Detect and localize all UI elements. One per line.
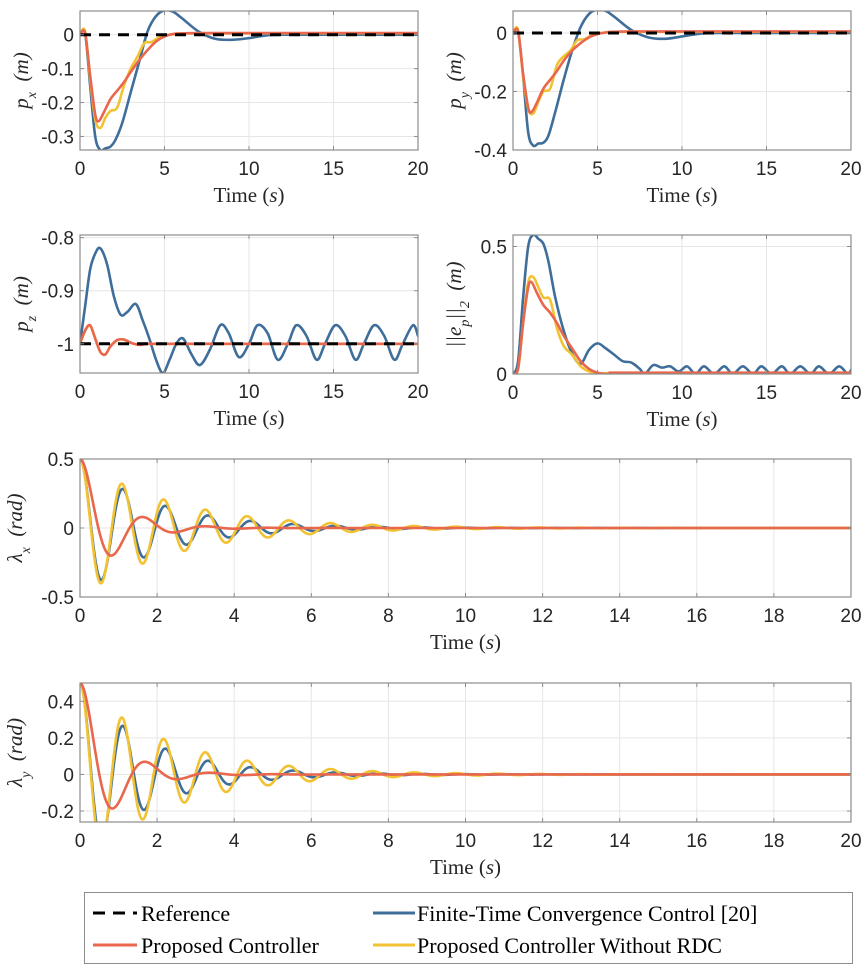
x-axis-label: Time (s)	[213, 183, 284, 207]
y-tick-label: 0	[63, 519, 74, 540]
x-tick-label: 20	[840, 831, 861, 852]
x-tick-label: 10	[455, 831, 476, 852]
series-line-proposed	[80, 459, 851, 557]
x-tick-label: 0	[75, 382, 86, 403]
x-tick-label: 0	[508, 159, 519, 180]
y-tick-label: 0	[63, 26, 74, 47]
subplot-ep: 0 5 10 15 20 0 0.5 Time (s) ||ep||2 (m)	[442, 234, 862, 431]
y-tick-label: 0	[496, 24, 507, 45]
x-tick-label: 0	[75, 606, 86, 627]
x-tick-label: 8	[383, 831, 394, 852]
series-group	[80, 683, 851, 822]
x-tick-label: 14	[609, 831, 631, 852]
legend-label-reference: Reference	[141, 901, 230, 926]
y-axis-label: pz (m)	[9, 276, 40, 334]
y-axis-label: ||ep||2 (m)	[442, 261, 473, 347]
y-tick-label: -0.8	[41, 229, 74, 250]
x-tick-label: 2	[152, 831, 163, 852]
y-tick-label: -0.2	[41, 94, 74, 115]
y-tick-label: -0.4	[474, 141, 507, 162]
x-tick-label: 15	[323, 382, 344, 403]
series-line-ftcc	[513, 235, 851, 374]
y-tick-label: -0.9	[41, 282, 74, 303]
y-axis-label: px (m)	[9, 52, 40, 110]
x-tick-label: 14	[609, 606, 631, 627]
x-tick-label: 10	[238, 159, 259, 180]
series-line-ftcc	[513, 11, 851, 148]
x-tick-label: 4	[229, 606, 240, 627]
x-tick-label: 10	[238, 382, 259, 403]
x-axis-label: Time (s)	[430, 855, 501, 879]
x-tick-label: 12	[532, 606, 553, 627]
x-tick-label: 20	[840, 159, 861, 180]
x-tick-label: 20	[407, 382, 428, 403]
x-tick-label: 20	[407, 159, 428, 180]
x-tick-label: 16	[686, 606, 707, 627]
y-tick-label: -0.2	[41, 802, 74, 823]
x-tick-label: 2	[152, 606, 163, 627]
legend-label-proposed: Proposed Controller	[141, 933, 319, 958]
y-axis-label: λx (rad)	[3, 494, 34, 564]
y-tick-label: 0.4	[48, 692, 75, 713]
y-tick-label: -0.5	[41, 588, 74, 609]
series-line-proposed	[80, 683, 851, 810]
x-tick-label: 18	[763, 831, 784, 852]
series-line-proposed	[513, 27, 851, 114]
x-tick-label: 20	[840, 606, 861, 627]
y-tick-label: 0	[496, 365, 507, 386]
series-group	[513, 11, 851, 148]
x-tick-label: 16	[686, 831, 707, 852]
x-tick-label: 5	[592, 383, 603, 404]
x-tick-label: 5	[159, 382, 170, 403]
x-tick-label: 12	[532, 831, 553, 852]
y-axis-label: py (m)	[442, 52, 473, 110]
x-tick-label: 5	[159, 159, 170, 180]
legend-label-ftcc: Finite-Time Convergence Control [20]	[417, 901, 757, 926]
x-tick-label: 18	[763, 606, 784, 627]
x-tick-label: 10	[455, 606, 476, 627]
x-tick-label: 15	[323, 159, 344, 180]
x-tick-label: 0	[508, 383, 519, 404]
x-tick-label: 6	[306, 606, 317, 627]
series-group	[80, 246, 418, 373]
y-tick-label: 0.5	[481, 237, 507, 258]
x-tick-label: 5	[592, 159, 603, 180]
series-line-ftcc	[80, 246, 418, 373]
legend-label-without-rdc: Proposed Controller Without RDC	[417, 933, 722, 958]
y-axis-label: λy (rad)	[3, 718, 34, 788]
y-tick-label: 0.2	[48, 729, 74, 750]
series-group	[80, 459, 851, 585]
x-axis-label: Time (s)	[646, 183, 717, 207]
x-tick-label: 10	[671, 383, 692, 404]
subplot-px: 0 5 10 15 20 0 -0.1 -0.2 -0.3 Time (s) px (m)	[9, 10, 429, 207]
y-tick-label: -0.1	[41, 60, 74, 81]
y-tick-label: -0.3	[41, 127, 74, 148]
x-tick-label: 0	[75, 159, 86, 180]
x-tick-label: 0	[75, 831, 86, 852]
series-line-proposed	[80, 29, 418, 123]
y-tick-label: -1	[57, 335, 74, 356]
y-tick-label: 0	[63, 765, 74, 786]
x-axis-label: Time (s)	[430, 630, 501, 654]
x-axis-label: Time (s)	[646, 407, 717, 431]
subplot-py: 0 5 10 15 20 0 -0.2 -0.4 Time (s) py (m)	[442, 10, 862, 207]
x-tick-label: 20	[840, 383, 861, 404]
y-tick-label: 0.5	[48, 450, 74, 471]
x-tick-label: 10	[671, 159, 692, 180]
x-tick-label: 4	[229, 831, 240, 852]
x-tick-label: 15	[756, 159, 777, 180]
subplot-pz: 0 5 10 15 20 -0.8 -0.9 -1 Time (s) pz (m)	[9, 229, 429, 430]
x-tick-label: 15	[756, 383, 777, 404]
x-axis-label: Time (s)	[213, 406, 284, 430]
x-tick-label: 6	[306, 831, 317, 852]
y-tick-label: -0.2	[474, 82, 507, 103]
legend: Reference Finite-Time Convergence Contro…	[84, 892, 853, 964]
x-tick-label: 8	[383, 606, 394, 627]
series-line-proposed	[513, 280, 851, 374]
